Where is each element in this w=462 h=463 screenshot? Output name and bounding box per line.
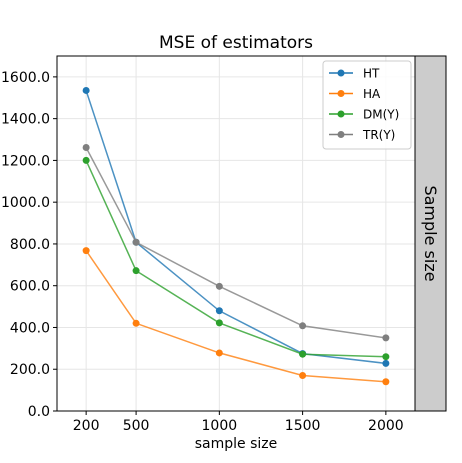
y-tick-label-2: 400.0 [10, 320, 50, 336]
series-ha [82, 247, 390, 386]
point-ha-2 [215, 349, 223, 357]
x-tick-label-3: 1500 [285, 418, 321, 434]
point-ht-4 [382, 359, 390, 367]
x-axis-label: sample size [195, 436, 278, 452]
x-tick-label-4: 2000 [368, 418, 404, 434]
point-ht-0 [82, 86, 90, 94]
point-tr-y-2 [215, 282, 223, 290]
series-dm-y [82, 156, 390, 361]
point-dm-y-4 [382, 353, 390, 361]
x-tick-label-0: 200 [73, 418, 100, 434]
facet-strip [414, 55, 447, 412]
point-ha-1 [132, 319, 140, 327]
series-line-ha [85, 250, 386, 383]
y-tick-label-3: 600.0 [10, 279, 50, 295]
chart-title: MSE of estimators [159, 33, 313, 53]
y-tick-label-8: 1600.0 [1, 70, 50, 86]
point-ha-0 [82, 247, 90, 255]
x-axis: 200 500 1000 1500 2000 [73, 411, 404, 434]
legend-box [322, 60, 412, 150]
series-line-tr-y [85, 147, 387, 339]
series-tr-y [82, 143, 390, 342]
x-tick-label-1: 500 [123, 418, 150, 434]
legend-label-tr-y: TR(Y) [362, 128, 395, 142]
point-dm-y-0 [82, 156, 90, 164]
legend: HT HA DM(Y) TR(Y) [322, 60, 412, 150]
y-tick-label-6: 1200.0 [1, 153, 50, 169]
legend-marker-dm-y [337, 110, 345, 118]
point-dm-y-1 [132, 267, 140, 275]
y-tick-label-1: 200.0 [10, 362, 50, 378]
y-tick-label-4: 800.0 [10, 237, 50, 253]
legend-marker-ht [337, 69, 345, 77]
point-tr-y-4 [382, 334, 390, 342]
point-dm-y-2 [215, 319, 223, 327]
y-tick-label-0: 0.0 [28, 404, 50, 420]
y-axis: 0.0 200.0 400.0 600.0 800.0 1000.0 1200.0 1400.… [1, 70, 57, 420]
legend-marker-ha [337, 90, 345, 97]
point-tr-y-0 [82, 143, 90, 151]
point-ha-3 [299, 372, 307, 379]
series-layer [82, 86, 390, 386]
facet-strip-label: Sample size [421, 185, 440, 281]
legend-marker-tr-y [337, 131, 345, 138]
point-tr-y-3 [299, 322, 307, 330]
y-tick-label-7: 1400.0 [1, 112, 50, 128]
legend-label-dm-y: DM(Y) [363, 108, 399, 122]
legend-label-ht: HT [363, 67, 380, 81]
x-tick-label-2: 1000 [202, 418, 238, 434]
point-dm-y-3 [299, 350, 307, 358]
y-tick-label-5: 1000.0 [1, 195, 50, 211]
legend-label-ha: HA [363, 87, 381, 101]
point-ha-4 [382, 378, 390, 386]
point-tr-y-1 [132, 238, 140, 246]
point-ht-2 [215, 307, 223, 315]
